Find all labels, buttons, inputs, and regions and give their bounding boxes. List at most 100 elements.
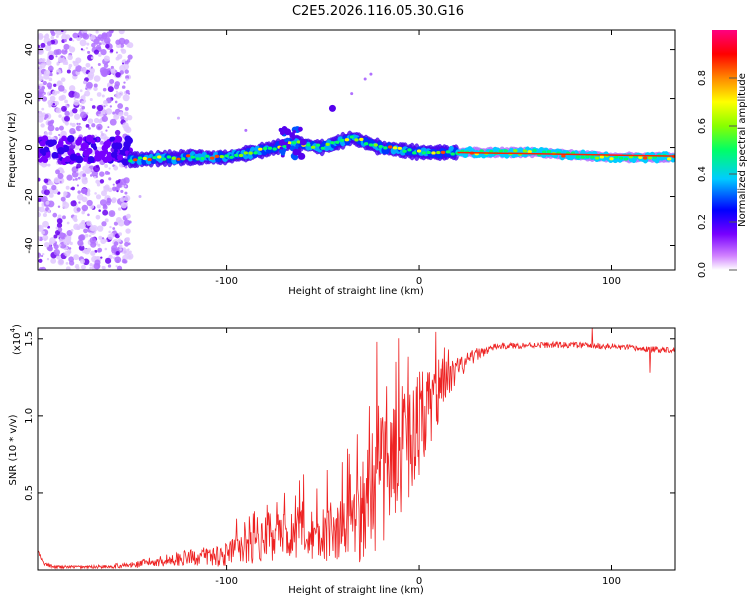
spectrogram-noise-speck <box>45 59 52 66</box>
spectrogram-noise-speck <box>101 94 105 98</box>
spectrogram-noise-speck <box>45 200 50 205</box>
spectrogram-noise-speck <box>117 238 122 243</box>
spectrogram-noise-speck <box>43 189 50 196</box>
spectrogram-ridge-peak <box>387 145 393 149</box>
snr-xtick-label: 0 <box>416 576 422 587</box>
spectrogram-noise-speck <box>64 99 68 104</box>
spectrogram-noise-speck <box>63 115 70 122</box>
spectrogram-ridge-peak <box>195 157 200 161</box>
spectrogram-ridge-peak <box>450 152 455 156</box>
spectrogram-noise-speck <box>96 92 102 97</box>
spectrogram-noise-speck <box>52 212 58 218</box>
spectrogram-noise-speck <box>95 30 99 34</box>
spectrogram-noise-speck <box>38 258 43 263</box>
spectrogram-noise-speck <box>72 178 75 181</box>
spectrogram-ridge-peak <box>161 157 167 161</box>
spectrogram-noise-speck <box>123 111 129 117</box>
spectrogram-ridge-peak <box>325 142 330 146</box>
spectrogram-noise-speck <box>78 234 85 241</box>
spectrogram-noise-speck <box>65 266 71 270</box>
spectrogram-noise-speck <box>58 243 62 247</box>
spectrogram-noise-speck <box>76 163 82 169</box>
spectrogram-noise-speck <box>66 105 69 109</box>
spectrogram-noise-speck <box>78 122 81 126</box>
spectrogram-noise-speck <box>115 56 120 61</box>
spectrogram-noise-speck <box>74 113 81 120</box>
spectrogram-ridge-peak <box>262 146 268 151</box>
spectrogram-noise-speck <box>64 50 67 53</box>
spectrogram-noise-speck <box>124 60 129 65</box>
spectrogram-noise-speck <box>85 123 90 128</box>
spectrogram-noise-speck <box>119 248 122 251</box>
spectrogram-noise-speck <box>90 250 96 256</box>
spectrogram-noise-speck <box>108 167 111 170</box>
spectrogram-noise-speck <box>59 180 62 184</box>
spectrogram-noise-speck <box>115 217 122 224</box>
spectrogram-noise-speck <box>49 93 52 96</box>
spectrogram-noise-speck <box>81 176 88 183</box>
spectrogram-ridge-peak <box>479 149 484 153</box>
spectrogram-ridge-peak <box>407 148 412 152</box>
spectrogram-noise-speck <box>104 247 108 251</box>
spectrogram-outlier <box>350 92 354 96</box>
spectrogram-noise-speck <box>105 129 108 132</box>
spectrogram-noise-speck <box>38 206 45 213</box>
spectrogram-noise-speck <box>100 131 103 134</box>
spectrogram-ridge-peak <box>214 154 220 158</box>
spectrogram-noise-speck <box>66 174 73 181</box>
spectrogram-noise-speck <box>73 92 80 99</box>
spectrogram-noise-speck <box>98 53 102 57</box>
spectrogram-noise-speck <box>68 46 76 53</box>
spectrogram-noise-speck <box>116 259 120 263</box>
spectrogram-ridge-peak <box>190 155 196 159</box>
spectrogram-xtick-label: -100 <box>215 276 238 287</box>
spectrogram-noise-speck <box>48 77 53 82</box>
spectrogram-noise-speck <box>95 194 102 200</box>
spectrogram-noise-speck <box>50 119 55 124</box>
spectrogram-noise-speck <box>89 263 93 267</box>
spectrogram-noise-speck <box>51 184 57 191</box>
spectrogram-noise-band <box>110 151 118 158</box>
spectrogram-ridge-peak <box>205 154 210 158</box>
spectrogram-ridge-peak <box>498 149 504 153</box>
spectrogram-noise-band <box>92 145 98 151</box>
spectrogram-noise-speck <box>55 35 59 38</box>
spectrogram-noise-speck <box>70 228 74 232</box>
spectrogram-noise-speck <box>87 213 90 217</box>
spectrogram-blob <box>286 137 290 142</box>
spectrogram-noise-speck <box>65 34 71 40</box>
spectrogram-noise-speck <box>124 69 129 74</box>
spectrogram-noise-speck <box>54 100 59 106</box>
spectrogram-ridge-peak <box>618 156 624 160</box>
spectrogram-noise-speck <box>50 39 56 45</box>
spectrogram-noise-speck <box>78 201 81 204</box>
colorbar-gradient <box>712 30 737 270</box>
spectrogram-noise-speck <box>93 75 101 82</box>
spectrogram-noise-speck <box>107 126 110 129</box>
spectrogram-ridge-peak <box>176 157 181 161</box>
spectrogram-noise-speck <box>109 34 112 37</box>
spectrogram-noise-speck <box>69 127 76 135</box>
spectrogram-noise-speck <box>69 241 73 246</box>
spectrogram-blob <box>299 138 307 146</box>
spectrogram-noise-speck <box>90 56 94 60</box>
spectrogram-ridge-peak <box>383 146 388 150</box>
spectrogram-ridge-peak <box>200 156 205 161</box>
colorbar-label: Normalized spectral amplitude <box>737 73 748 227</box>
spectrogram-noise-speck <box>84 90 91 97</box>
svg-text:(x104): (x104) <box>9 324 23 355</box>
spectrogram-noise-speck <box>61 105 67 112</box>
spectrogram-noise-speck <box>38 267 44 270</box>
spectrogram-blob <box>284 129 288 133</box>
spectrogram-noise-speck <box>98 42 102 46</box>
spectrogram-noise-speck <box>125 237 130 242</box>
spectrogram-ridge-peak <box>440 150 446 155</box>
spectrogram-noise-band <box>85 134 94 143</box>
spectrogram-ridge-peak <box>359 137 364 141</box>
snr-panel: -100 0 100 0.5 1.0 1.5 Height of straight lin… <box>8 324 676 596</box>
spectrogram-noise-speck <box>124 106 129 111</box>
spectrogram-noise-speck <box>60 130 67 138</box>
spectrogram-noise-speck <box>43 70 50 77</box>
spectrogram-ridge-peak <box>238 153 244 158</box>
spectrogram-noise-speck <box>98 209 101 212</box>
